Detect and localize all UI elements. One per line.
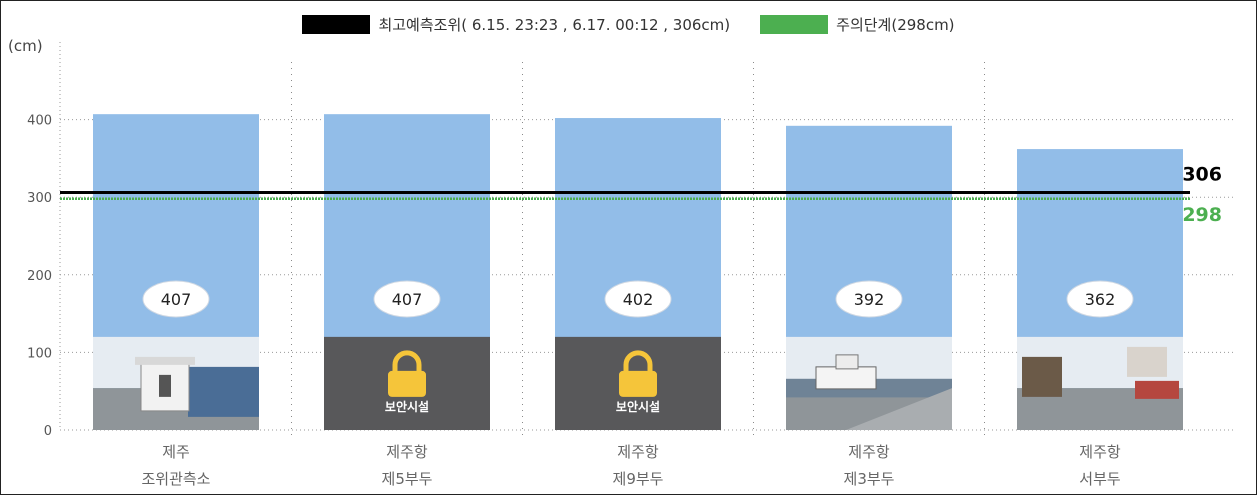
legend-max-label: 최고예측조위( 6.15. 23:23 , 6.17. 00:12 , 306c… — [378, 16, 731, 34]
site-photo — [786, 336, 952, 430]
value-label: 407 — [161, 290, 192, 309]
y-tick-label: 100 — [27, 346, 52, 361]
category-label: 제5부두 — [382, 470, 433, 488]
lock-shackle — [623, 350, 653, 373]
site-photo — [93, 336, 259, 430]
lock-icon — [619, 350, 657, 397]
y-axis-unit: (cm) — [8, 37, 43, 55]
category-label: 제주항 — [1079, 443, 1121, 461]
legend-alert-label: 주의단계(298cm) — [836, 16, 955, 34]
y-tick-label: 0 — [44, 424, 52, 439]
category-label: 제3부두 — [844, 470, 895, 488]
photo-building — [1127, 346, 1167, 377]
value-label: 407 — [392, 290, 423, 309]
y-tick-label: 200 — [27, 269, 52, 284]
value-badge — [835, 280, 903, 318]
category-label: 서부두 — [1079, 470, 1121, 488]
y-tick-label: 400 — [27, 114, 52, 129]
category-label: 제주 — [162, 443, 190, 461]
lock-icon — [388, 350, 426, 397]
secure-label: 보안시설 — [616, 399, 660, 414]
legend-alert-swatch — [760, 15, 829, 34]
lock-body — [619, 370, 657, 397]
chart-legend: 최고예측조위( 6.15. 23:23 , 6.17. 00:12 , 306c… — [0, 14, 1257, 35]
category-label: 제주항 — [617, 443, 659, 461]
secure-label: 보안시설 — [385, 399, 429, 414]
site-photo — [1017, 336, 1183, 430]
photo-pier — [846, 388, 952, 430]
value-badge — [142, 280, 210, 318]
value-label: 402 — [623, 290, 654, 309]
y-tick-label: 300 — [27, 191, 52, 206]
photo-ship-cabin — [835, 354, 859, 370]
value-badge — [1066, 280, 1134, 318]
photo-station-roof — [135, 356, 195, 365]
legend-max-swatch — [302, 15, 371, 34]
photo-crates — [1022, 356, 1062, 397]
max-tide-value-label: 306 — [1182, 164, 1222, 186]
photo-boats — [1135, 380, 1179, 399]
lock-body — [388, 370, 426, 397]
category-label: 제9부두 — [613, 470, 664, 488]
value-label: 392 — [854, 290, 885, 309]
alert-level-value-label: 298 — [1182, 204, 1222, 226]
category-label: 조위관측소 — [141, 470, 210, 488]
photo-fence — [188, 366, 259, 417]
secure-facility-image: 보안시설 — [555, 336, 721, 430]
secure-facility-image: 보안시설 — [324, 336, 490, 430]
value-badge — [604, 280, 672, 318]
category-label: 제주항 — [386, 443, 428, 461]
value-badge — [373, 280, 441, 318]
photo-station-door — [159, 374, 171, 397]
value-label: 362 — [1085, 290, 1116, 309]
lock-shackle — [392, 350, 422, 373]
photo-ship — [815, 366, 877, 390]
category-label: 제주항 — [848, 443, 890, 461]
